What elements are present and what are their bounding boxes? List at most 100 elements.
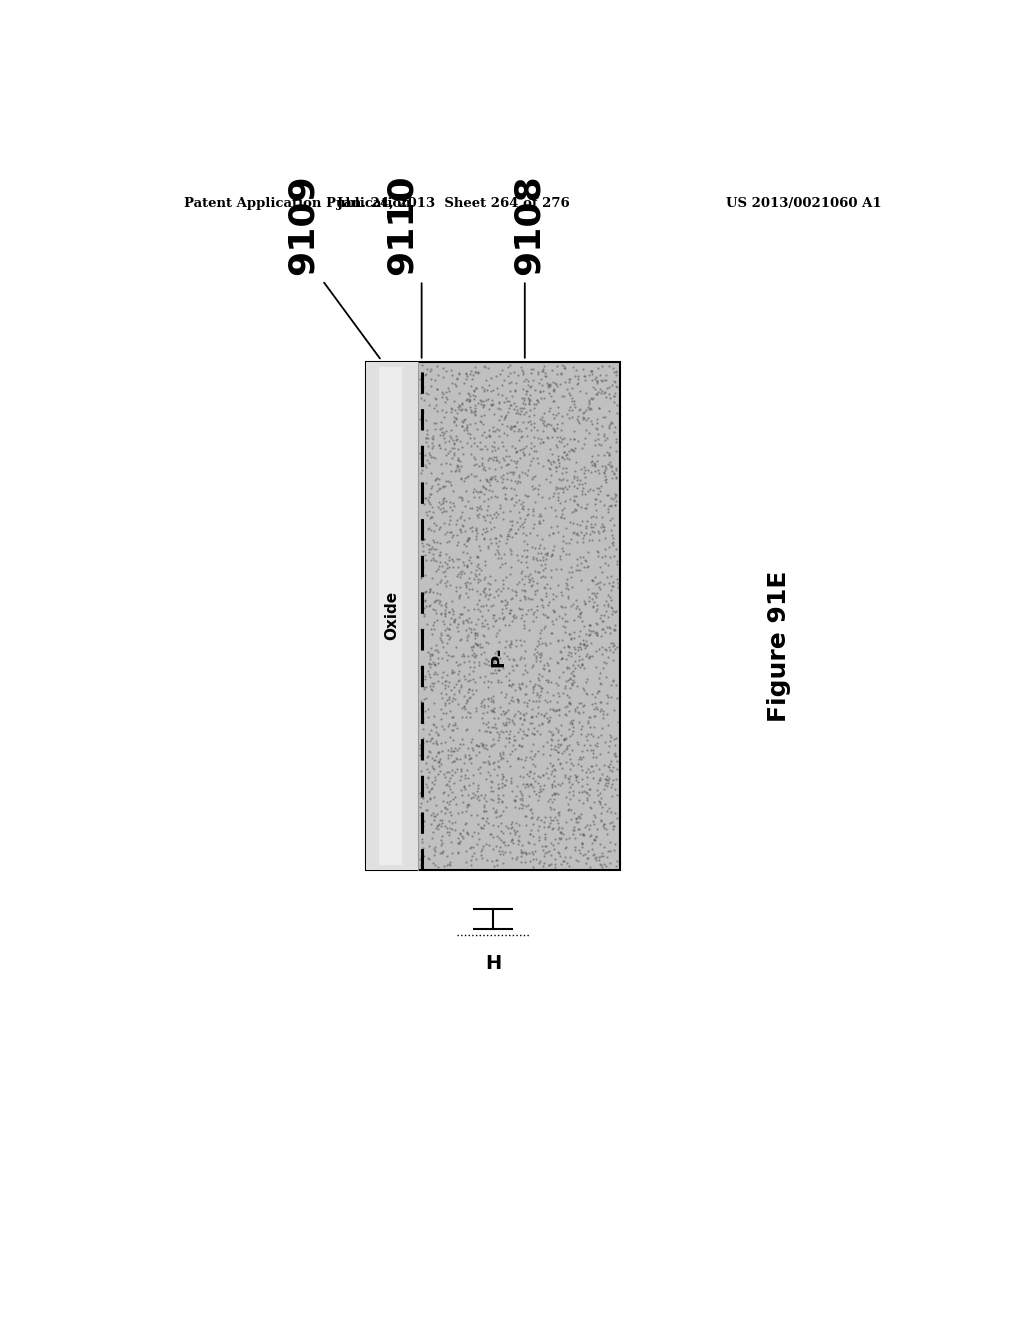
Point — [535, 455, 551, 477]
Point — [607, 376, 624, 397]
Point — [463, 463, 479, 484]
Point — [557, 671, 573, 692]
Point — [424, 568, 440, 589]
Point — [564, 664, 581, 685]
Point — [592, 853, 608, 874]
Point — [512, 628, 528, 649]
Point — [441, 574, 458, 595]
Point — [535, 560, 551, 581]
Point — [590, 483, 606, 504]
Point — [507, 739, 523, 760]
Point — [423, 496, 439, 517]
Point — [452, 832, 468, 853]
Point — [424, 673, 440, 694]
Point — [525, 776, 542, 797]
Point — [565, 421, 582, 442]
Point — [429, 816, 445, 837]
Point — [537, 853, 553, 874]
Point — [537, 498, 553, 519]
Point — [467, 356, 483, 378]
Point — [418, 677, 434, 698]
Point — [593, 610, 609, 631]
Point — [469, 804, 485, 825]
Point — [575, 590, 592, 611]
Point — [574, 483, 591, 504]
Point — [441, 531, 458, 552]
Point — [498, 714, 514, 735]
Point — [433, 829, 450, 850]
Point — [443, 499, 460, 520]
Point — [486, 503, 503, 524]
Point — [588, 601, 604, 622]
Point — [537, 553, 553, 574]
Point — [599, 704, 615, 725]
Point — [437, 550, 454, 572]
Point — [575, 696, 592, 717]
Point — [417, 582, 433, 603]
Point — [579, 684, 595, 705]
Point — [524, 546, 541, 568]
Point — [589, 624, 605, 645]
Point — [436, 767, 453, 788]
Point — [507, 581, 523, 602]
Point — [444, 603, 461, 624]
Point — [485, 708, 502, 729]
Point — [540, 816, 556, 837]
Point — [539, 606, 555, 627]
Point — [570, 430, 587, 451]
Point — [426, 413, 442, 434]
Point — [420, 517, 436, 539]
Point — [530, 669, 547, 690]
Point — [536, 659, 552, 680]
Point — [461, 678, 477, 700]
Point — [484, 789, 501, 810]
Point — [525, 825, 542, 846]
Point — [433, 833, 450, 854]
Point — [526, 638, 543, 659]
Point — [517, 401, 534, 422]
Point — [583, 451, 599, 473]
Point — [465, 661, 481, 682]
Point — [447, 673, 464, 694]
Point — [530, 816, 547, 837]
Point — [444, 645, 461, 667]
Point — [590, 428, 606, 449]
Point — [473, 841, 489, 862]
Point — [439, 624, 456, 645]
Point — [461, 744, 477, 766]
Point — [508, 606, 524, 627]
Point — [598, 458, 614, 479]
Point — [445, 437, 462, 458]
Point — [523, 362, 540, 383]
Point — [504, 417, 520, 438]
Point — [601, 445, 617, 466]
Point — [418, 428, 434, 449]
Point — [452, 561, 468, 582]
Point — [595, 516, 611, 537]
Point — [561, 768, 578, 789]
Point — [584, 755, 600, 776]
Point — [529, 642, 546, 663]
Point — [498, 566, 514, 587]
Point — [462, 385, 478, 407]
Point — [571, 400, 588, 421]
Point — [532, 428, 549, 449]
Point — [436, 781, 453, 803]
Point — [567, 360, 584, 381]
Point — [520, 370, 537, 391]
Point — [514, 426, 530, 447]
Point — [495, 843, 511, 865]
Point — [513, 845, 529, 866]
Point — [532, 589, 549, 610]
Point — [537, 655, 553, 676]
Point — [587, 566, 603, 587]
Point — [490, 659, 507, 680]
Point — [486, 570, 503, 591]
Point — [531, 829, 548, 850]
Point — [489, 397, 506, 418]
Point — [525, 359, 542, 380]
Point — [476, 610, 493, 631]
Point — [564, 675, 581, 696]
Point — [605, 421, 622, 442]
Point — [508, 457, 524, 478]
